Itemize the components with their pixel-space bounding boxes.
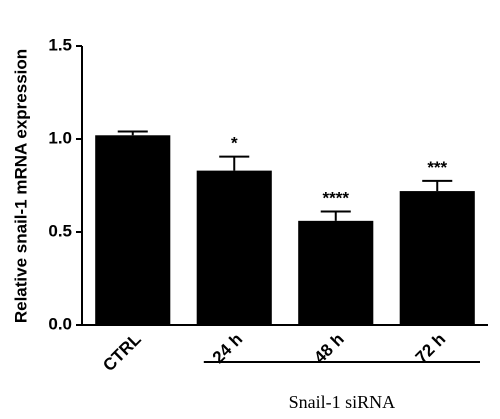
bar: [196, 170, 272, 325]
significance-label: *: [231, 134, 238, 153]
bar: [298, 220, 374, 325]
significance-label: ***: [427, 158, 447, 177]
y-axis-label: Relative snail-1 mRNA expression: [11, 49, 30, 323]
y-tick-label: 0.0: [48, 314, 72, 333]
significance-label: ****: [323, 189, 350, 208]
y-tick-label: 0.5: [48, 221, 72, 240]
bar: [95, 135, 171, 325]
x-tick-label: CTRL: [99, 330, 144, 375]
y-tick-label: 1.0: [48, 128, 72, 147]
bar: [399, 191, 475, 325]
group-label: Snail-1 siRNA: [289, 392, 396, 412]
y-tick-label: 1.5: [48, 35, 72, 54]
